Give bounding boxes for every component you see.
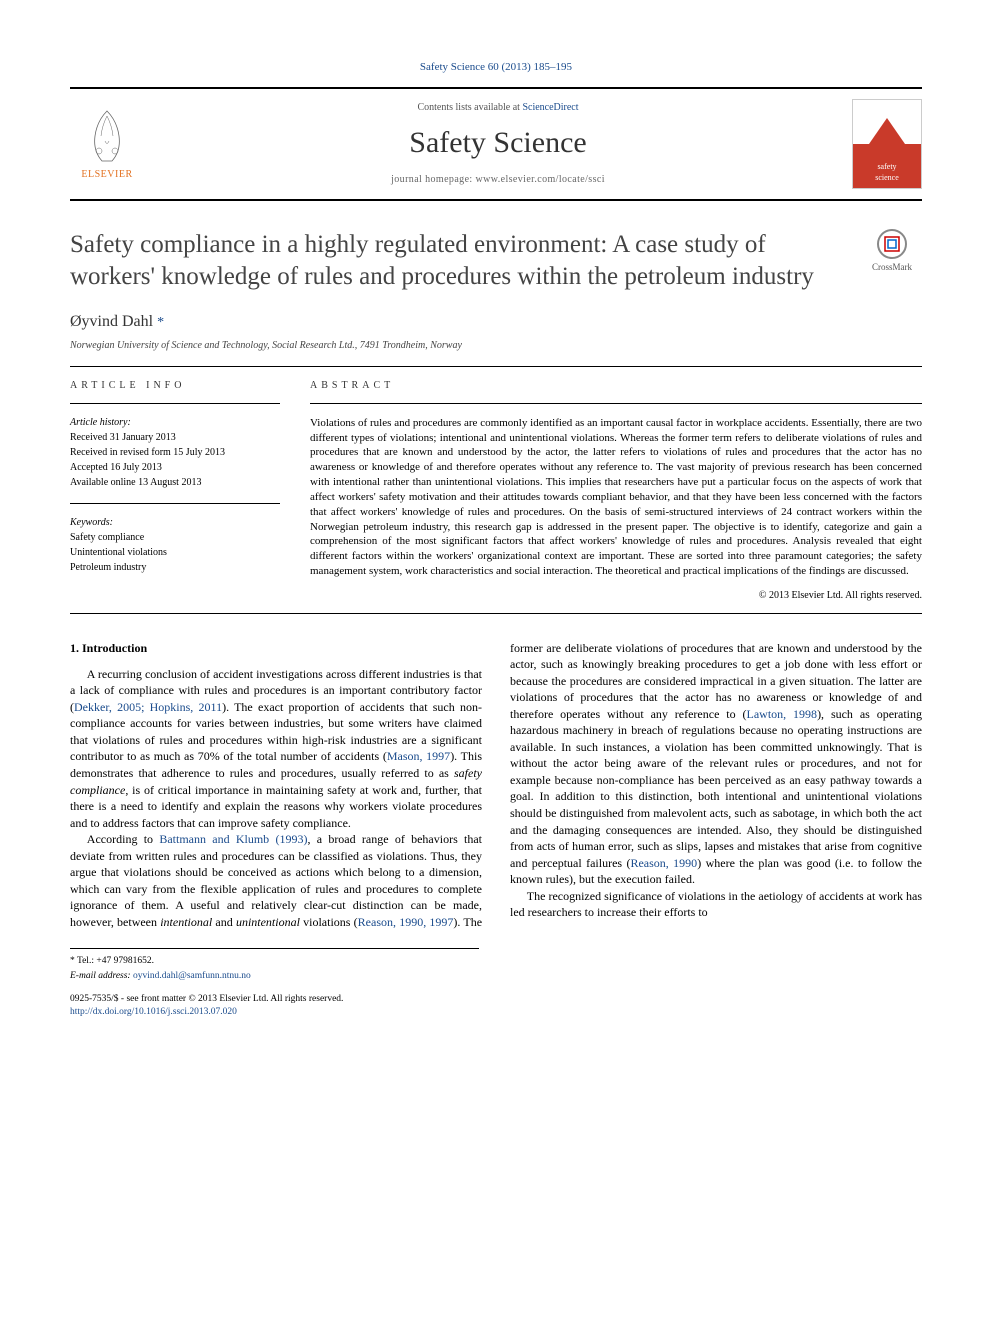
cover-label-2: science xyxy=(875,173,899,184)
footnotes: * Tel.: +47 97981652. E-mail address: oy… xyxy=(70,948,479,983)
body-paragraph: A recurring conclusion of accident inves… xyxy=(70,666,482,831)
info-rule-2 xyxy=(70,503,280,504)
citation-link[interactable]: Dekker, 2005; Hopkins, 2011 xyxy=(74,700,222,714)
tel-number: +47 97981652. xyxy=(96,956,154,966)
doi-link[interactable]: http://dx.doi.org/10.1016/j.ssci.2013.07… xyxy=(70,1007,237,1017)
article-info-column: ARTICLE INFO Article history: Received 3… xyxy=(70,379,280,602)
rule-bottom xyxy=(70,613,922,614)
em-text: unintentional xyxy=(236,915,300,929)
elsevier-tree-icon xyxy=(77,106,137,166)
keywords-block: Keywords: Safety compliance Unintentiona… xyxy=(70,516,280,574)
abstract-copyright: © 2013 Elsevier Ltd. All rights reserved… xyxy=(310,589,922,603)
citation-link[interactable]: Reason, 1990, 1997 xyxy=(358,915,454,929)
article-history-block: Article history: Received 31 January 201… xyxy=(70,416,280,489)
citation-link[interactable]: Reason, 1990 xyxy=(630,856,697,870)
body-two-column: 1. Introduction A recurring conclusion o… xyxy=(70,640,922,931)
em-text: intentional xyxy=(160,915,212,929)
crossmark-label: CrossMark xyxy=(872,261,912,273)
crossmark-badge[interactable]: CrossMark xyxy=(862,229,922,273)
footnote-email: E-mail address: oyvind.dahl@samfunn.ntnu… xyxy=(70,970,479,983)
journal-homepage-line: journal homepage: www.elsevier.com/locat… xyxy=(158,173,838,187)
citation-link[interactable]: Battmann and Klumb (1993) xyxy=(159,832,307,846)
crossmark-icon xyxy=(877,229,907,259)
masthead-center: Contents lists available at ScienceDirec… xyxy=(158,101,838,187)
citation-link[interactable]: Mason, 1997 xyxy=(387,749,450,763)
abstract-column: ABSTRACT Violations of rules and procedu… xyxy=(310,379,922,602)
sciencedirect-link[interactable]: ScienceDirect xyxy=(522,102,578,113)
author-corresponding-marker[interactable]: * xyxy=(157,315,164,330)
info-rule-1 xyxy=(70,403,280,404)
author-name: Øyvind Dahl xyxy=(70,313,153,330)
history-item: Available online 13 August 2013 xyxy=(70,476,280,489)
elsevier-logo: ELSEVIER xyxy=(70,104,144,184)
body-text: violations ( xyxy=(300,915,358,929)
masthead: ELSEVIER Contents lists available at Sci… xyxy=(70,87,922,201)
article-info-heading: ARTICLE INFO xyxy=(70,379,280,393)
title-block: Safety compliance in a highly regulated … xyxy=(70,229,922,293)
cover-label-1: safety xyxy=(877,162,896,173)
homepage-url: www.elsevier.com/locate/ssci xyxy=(476,174,605,185)
keyword-item: Petroleum industry xyxy=(70,561,280,574)
body-paragraph: The recognized significance of violation… xyxy=(510,888,922,921)
author-line: Øyvind Dahl * xyxy=(70,311,922,333)
info-abstract-row: ARTICLE INFO Article history: Received 3… xyxy=(70,379,922,602)
abstract-heading: ABSTRACT xyxy=(310,379,922,393)
keyword-item: Unintentional violations xyxy=(70,546,280,559)
email-link[interactable]: oyvind.dahl@samfunn.ntnu.no xyxy=(133,971,251,981)
history-item: Received 31 January 2013 xyxy=(70,431,280,444)
elsevier-brand-text: ELSEVIER xyxy=(81,168,132,182)
journal-name: Safety Science xyxy=(158,123,838,164)
footnote-tel: * Tel.: +47 97981652. xyxy=(70,955,479,968)
tel-label: * Tel.: xyxy=(70,956,96,966)
keywords-label: Keywords: xyxy=(70,516,280,529)
body-text: According to xyxy=(87,832,160,846)
header-reference: Safety Science 60 (2013) 185–195 xyxy=(70,60,922,75)
abstract-rule xyxy=(310,403,922,404)
bottom-meta: 0925-7535/$ - see front matter © 2013 El… xyxy=(70,993,922,1019)
email-label: E-mail address: xyxy=(70,971,133,981)
contents-prefix: Contents lists available at xyxy=(417,102,522,113)
keyword-item: Safety compliance xyxy=(70,531,280,544)
homepage-prefix: journal homepage: xyxy=(391,174,475,185)
body-text: and xyxy=(212,915,236,929)
article-title: Safety compliance in a highly regulated … xyxy=(70,229,842,293)
history-item: Received in revised form 15 July 2013 xyxy=(70,446,280,459)
history-item: Accepted 16 July 2013 xyxy=(70,461,280,474)
body-text: ), such as operating hazardous machinery… xyxy=(510,707,922,870)
issn-line: 0925-7535/$ - see front matter © 2013 El… xyxy=(70,993,922,1006)
section-1-heading: 1. Introduction xyxy=(70,640,482,656)
journal-cover-thumbnail: safety science xyxy=(852,99,922,189)
rule-top xyxy=(70,366,922,367)
author-affiliation: Norwegian University of Science and Tech… xyxy=(70,339,922,353)
contents-available-line: Contents lists available at ScienceDirec… xyxy=(158,101,838,115)
abstract-text: Violations of rules and procedures are c… xyxy=(310,416,922,579)
body-text: , is of critical importance in maintaini… xyxy=(70,783,482,830)
citation-link[interactable]: Lawton, 1998 xyxy=(747,707,818,721)
history-label: Article history: xyxy=(70,416,280,429)
